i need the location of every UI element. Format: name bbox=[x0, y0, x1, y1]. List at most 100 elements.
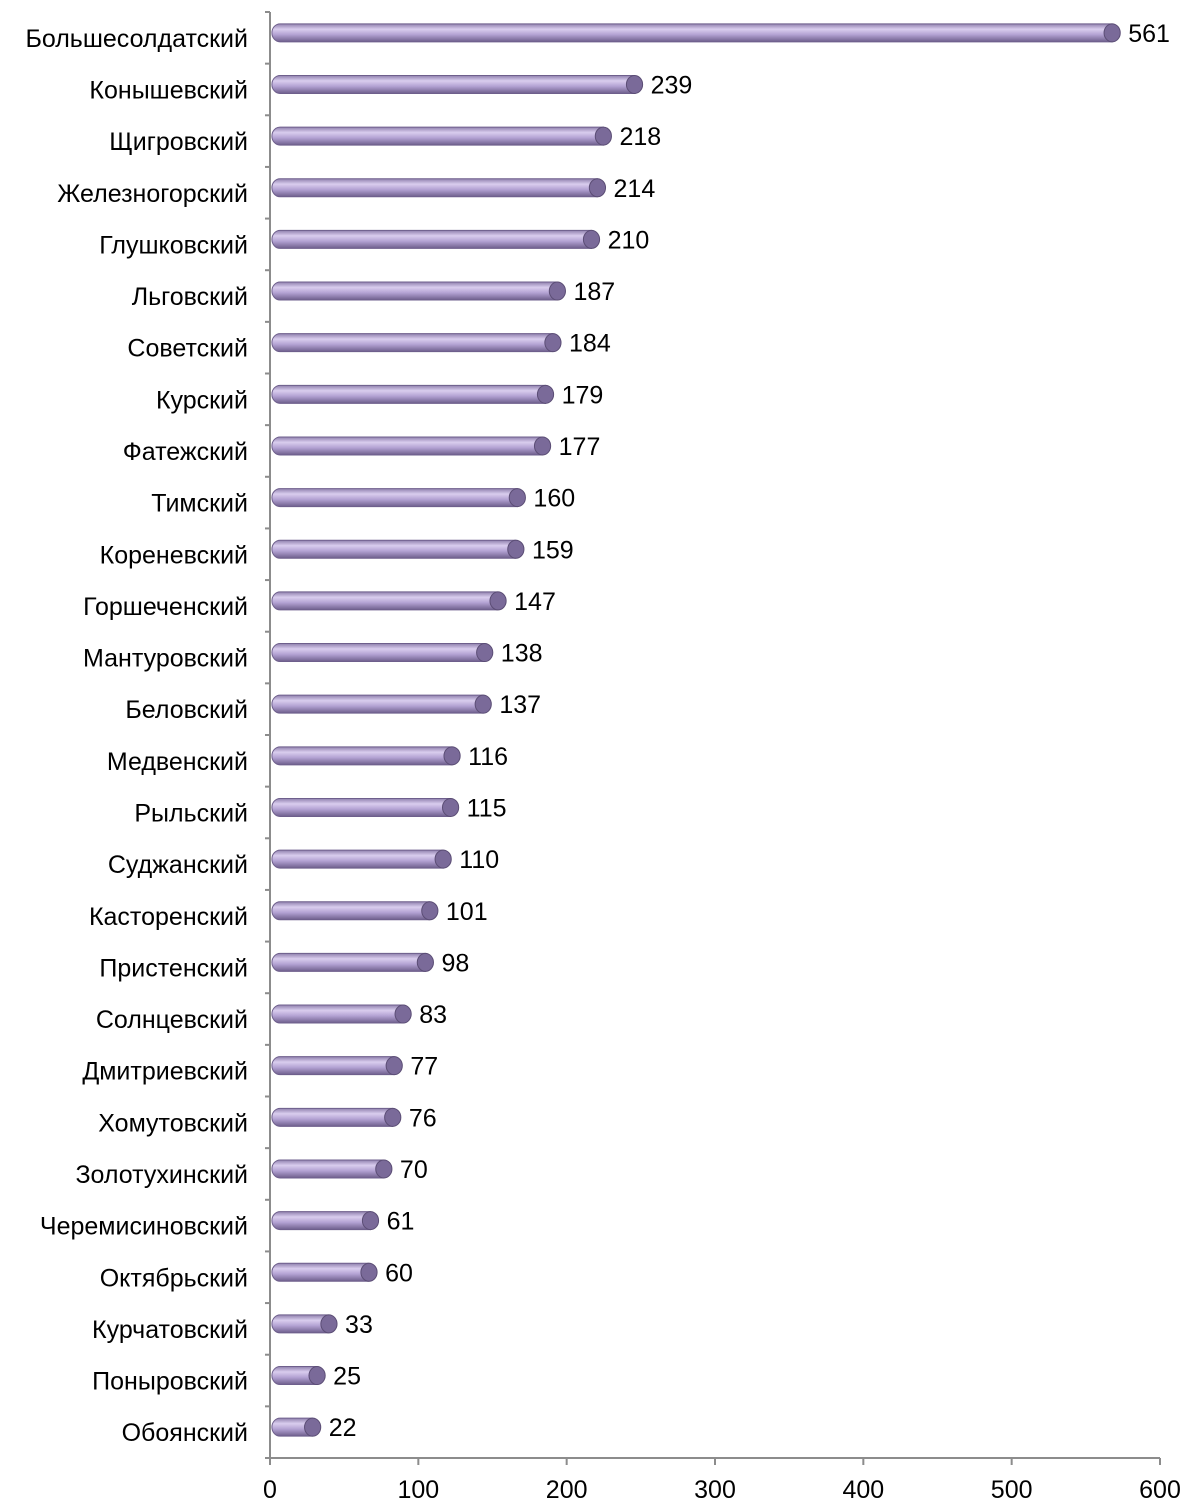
bar-body bbox=[271, 178, 598, 198]
category-label: Льговский bbox=[132, 283, 248, 311]
bar-cap bbox=[476, 643, 494, 663]
bar-cap bbox=[375, 1159, 393, 1179]
bar bbox=[271, 591, 507, 611]
bar-body bbox=[271, 1262, 370, 1282]
category-label: Конышевский bbox=[89, 76, 248, 104]
bar bbox=[271, 1159, 393, 1179]
x-tick-label: 600 bbox=[1139, 1476, 1181, 1504]
value-label: 184 bbox=[569, 330, 611, 358]
category-label: Касторенский bbox=[89, 903, 248, 931]
value-label: 179 bbox=[562, 381, 604, 409]
value-label: 177 bbox=[559, 433, 601, 461]
bars bbox=[271, 23, 1121, 1437]
bar-cap bbox=[385, 1056, 403, 1076]
bar-cap bbox=[443, 746, 461, 766]
bar bbox=[271, 229, 601, 249]
value-label: 101 bbox=[446, 898, 488, 926]
category-label: Рыльский bbox=[134, 799, 248, 827]
category-label: Хомутовский bbox=[98, 1109, 248, 1137]
bar-body bbox=[271, 333, 554, 353]
bar-cap bbox=[320, 1314, 338, 1334]
category-label: Щигровский bbox=[109, 128, 248, 156]
value-label: 115 bbox=[467, 794, 507, 822]
bar bbox=[271, 488, 526, 508]
bar-body bbox=[271, 643, 486, 663]
bar bbox=[271, 1211, 380, 1231]
category-label: Советский bbox=[127, 335, 248, 363]
bar-cap bbox=[625, 74, 644, 94]
category-label: Черемисиновский bbox=[40, 1213, 248, 1241]
bar-body bbox=[271, 1417, 314, 1437]
bar-body bbox=[271, 229, 592, 249]
bar-cap bbox=[434, 849, 452, 869]
category-label: Обоянский bbox=[122, 1419, 248, 1447]
value-label: 77 bbox=[410, 1053, 438, 1081]
bar-cap bbox=[548, 281, 566, 301]
bar bbox=[271, 1417, 322, 1437]
bar bbox=[271, 1262, 378, 1282]
category-label: Кореневский bbox=[100, 541, 248, 569]
bar bbox=[271, 74, 644, 94]
x-tick-label: 100 bbox=[397, 1476, 439, 1504]
x-tick-label: 400 bbox=[842, 1476, 884, 1504]
bar-body bbox=[271, 74, 636, 94]
bar bbox=[271, 384, 555, 404]
category-label: Горшеченский bbox=[83, 593, 248, 621]
bar-body bbox=[271, 1314, 330, 1334]
bar-cap bbox=[394, 1004, 412, 1024]
bar bbox=[271, 539, 525, 559]
x-tick-label: 500 bbox=[991, 1476, 1033, 1504]
bar-body bbox=[271, 952, 426, 972]
bar-cap bbox=[416, 952, 434, 972]
bar-body bbox=[271, 384, 547, 404]
bar-cap bbox=[441, 797, 460, 817]
bar-cap bbox=[304, 1417, 322, 1437]
bar bbox=[271, 746, 461, 766]
bar-cap bbox=[507, 539, 525, 559]
bar-cap bbox=[360, 1262, 378, 1282]
value-label: 22 bbox=[329, 1414, 357, 1442]
bar-body bbox=[271, 23, 1113, 43]
bar bbox=[271, 1107, 402, 1127]
value-label: 70 bbox=[400, 1156, 428, 1184]
bar-body bbox=[271, 488, 518, 508]
value-label: 116 bbox=[468, 743, 508, 771]
value-label: 33 bbox=[345, 1311, 373, 1339]
value-label: 25 bbox=[333, 1363, 361, 1391]
category-label: Беловский bbox=[125, 696, 248, 724]
value-label: 218 bbox=[619, 123, 661, 151]
category-label: Фатежский bbox=[123, 438, 248, 466]
bar-body bbox=[271, 1004, 404, 1024]
bar-cap bbox=[474, 694, 492, 714]
bar-body bbox=[271, 539, 517, 559]
value-label: 76 bbox=[409, 1104, 437, 1132]
bar-body bbox=[271, 591, 499, 611]
bar bbox=[271, 126, 612, 146]
value-label: 61 bbox=[387, 1208, 415, 1236]
bar-cap bbox=[308, 1366, 326, 1386]
value-label: 147 bbox=[514, 588, 556, 616]
bar bbox=[271, 797, 460, 817]
category-label: Золотухинский bbox=[75, 1161, 248, 1189]
category-label: Курчатовский bbox=[92, 1316, 248, 1344]
bar-body bbox=[271, 849, 444, 869]
bar-body bbox=[271, 901, 431, 921]
category-label: Мантуровский bbox=[83, 645, 248, 673]
value-label: 98 bbox=[441, 949, 469, 977]
bar bbox=[271, 281, 566, 301]
x-tick-label: 200 bbox=[546, 1476, 588, 1504]
category-label: Дмитриевский bbox=[82, 1058, 248, 1086]
value-label: 561 bbox=[1128, 20, 1170, 48]
category-label: Суджанский bbox=[108, 851, 248, 879]
bar-cap bbox=[508, 488, 526, 508]
bar-cap bbox=[544, 333, 562, 353]
category-label: Глушковский bbox=[99, 231, 248, 259]
value-label: 214 bbox=[614, 175, 656, 203]
bar bbox=[271, 1314, 338, 1334]
bar-cap bbox=[489, 591, 507, 611]
bar bbox=[271, 1056, 403, 1076]
value-label: 210 bbox=[608, 226, 650, 254]
bar bbox=[271, 178, 607, 198]
value-label: 83 bbox=[419, 1001, 447, 1029]
category-label: Большесолдатский bbox=[25, 25, 248, 53]
